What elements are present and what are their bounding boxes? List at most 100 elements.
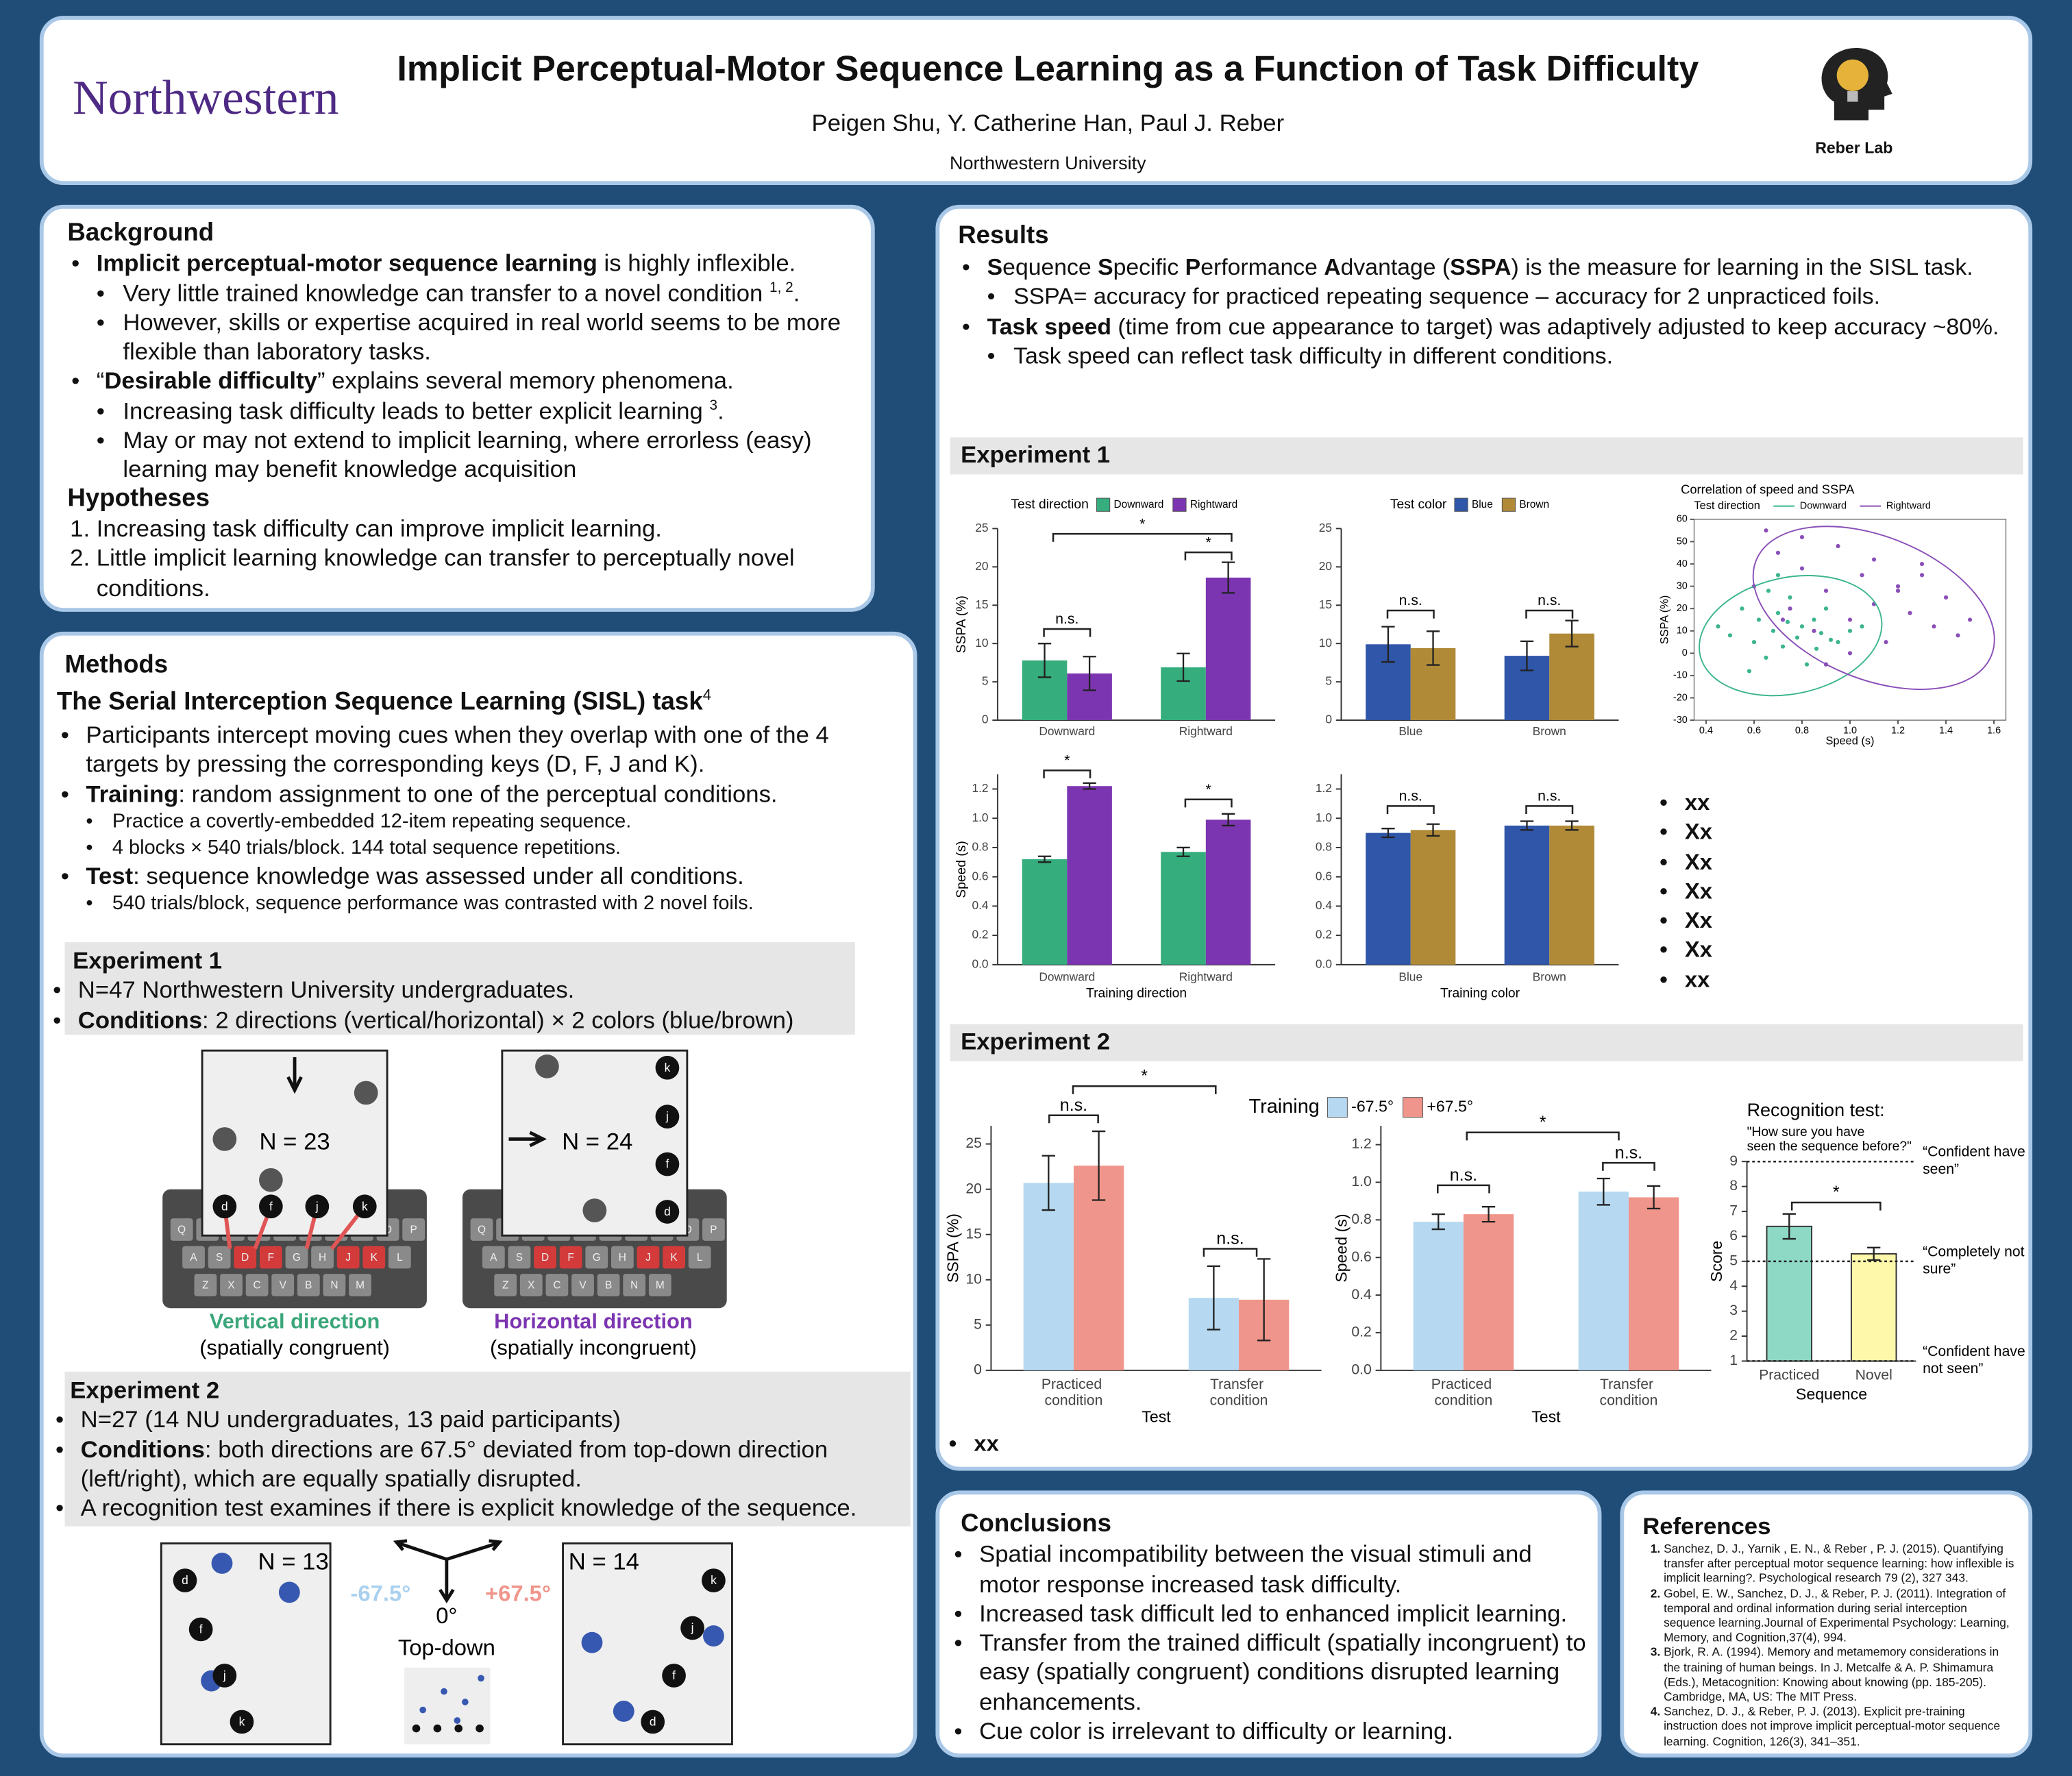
- bullet: Task speed can reflect task difficulty i…: [958, 341, 2002, 371]
- note: Xx: [1655, 936, 1712, 966]
- note: xx: [1655, 965, 1712, 996]
- bold-text: Conditions: [77, 1006, 203, 1033]
- reference: Sanchez, D. J., Yarnik , E. N., & Reber …: [1664, 1542, 2018, 1587]
- bold-text: S: [1098, 254, 1113, 280]
- bold-text: Training: [86, 780, 179, 807]
- text: 4 blocks × 540 trials/block. 144 total s…: [112, 836, 621, 859]
- heading: Results: [958, 221, 1049, 250]
- text: ” explains several memory phenomena.: [317, 368, 734, 395]
- bullet: SSPA= accuracy for practiced repeating s…: [958, 282, 2002, 312]
- bold-text: The Serial Interception Sequence Learnin…: [56, 688, 703, 717]
- text: : both directions are 67.5° deviated fro…: [80, 1435, 828, 1492]
- reference: Gobel, E. W., Sanchez, D. J., & Reber, P…: [1664, 1586, 2018, 1645]
- reference-text: Bjork, R. A. (1994). Memory and metamemo…: [1664, 1645, 1999, 1703]
- text: is highly inflexible.: [597, 250, 796, 277]
- affiliation: Northwestern University: [950, 151, 1146, 173]
- bullet: 540 trials/block, sequence performance w…: [57, 891, 889, 917]
- bullet: Increasing task difficulty leads to bett…: [67, 396, 847, 426]
- heading: Conclusions: [961, 1510, 1111, 1538]
- bullet: May or may not extend to implicit learni…: [67, 426, 847, 484]
- heading: Hypotheses: [67, 484, 210, 513]
- text: Very little trained knowledge can transf…: [123, 280, 770, 306]
- note: xx: [945, 1430, 999, 1460]
- lab-logo: [1821, 48, 1892, 121]
- subheading: The Serial Interception Sequence Learnin…: [57, 689, 711, 718]
- bold-text: Conditions: [80, 1435, 205, 1463]
- text: May or may not extend to implicit learni…: [123, 427, 812, 483]
- notes: xx: [945, 1430, 999, 1460]
- bullet: Cue color is irrelevant to difficulty or…: [950, 1716, 1588, 1747]
- bullet: Transfer from the trained difficult (spa…: [950, 1628, 1588, 1716]
- text: : sequence knowledge was assessed under …: [133, 863, 744, 889]
- bullet: Spatial incompatibility between the visu…: [950, 1540, 1588, 1599]
- notes: xxXxXxXxXxXxxx: [1655, 789, 1712, 996]
- text: N=27 (14 NU undergraduates, 13 paid part…: [80, 1406, 621, 1433]
- text: equence: [1002, 254, 1098, 280]
- bullet: Practice a covertly-embedded 12-item rep…: [57, 809, 889, 835]
- section-bar: Experiment 1: [950, 437, 2023, 475]
- bold-text: Implicit perceptual-motor sequence learn…: [96, 250, 597, 277]
- heading: Methods: [64, 651, 169, 680]
- reference: Sanchez, D. J., & Reber, P. J. (2013). E…: [1664, 1705, 2018, 1749]
- logo: Northwestern: [73, 71, 339, 126]
- background-panel: Background Implicit perceptual-motor seq…: [39, 204, 875, 612]
- note: Xx: [1655, 877, 1712, 907]
- text: erformance: [1200, 254, 1324, 280]
- bold-text: Desirable difficulty: [104, 368, 317, 395]
- bold-text: P: [1185, 254, 1201, 280]
- text: Increasing task difficulty leads to bett…: [123, 397, 710, 424]
- text: Task speed can reflect task difficulty i…: [1013, 342, 1614, 369]
- text: : 2 directions (vertical/horizontal) × 2…: [202, 1006, 794, 1033]
- text: A recognition test examines if there is …: [80, 1494, 857, 1522]
- heading: Experiment 2: [70, 1377, 220, 1404]
- heading: Background: [67, 219, 214, 247]
- heading: Experiment 1: [73, 947, 223, 974]
- reference-list: Sanchez, D. J., Yarnik , E. N., & Reber …: [1635, 1542, 2018, 1749]
- bullet-list: Participants intercept moving cues when …: [57, 720, 889, 917]
- bullet-list: Implicit perceptual-motor sequence learn…: [67, 249, 847, 484]
- text: dvantage (: [1340, 254, 1451, 280]
- reference-text: Sanchez, D. J., Yarnik , E. N., & Reber …: [1664, 1542, 2014, 1586]
- bullet: “Desirable difficulty” explains several …: [67, 367, 847, 397]
- exp2-box: Experiment 2 N=27 (14 NU undergraduates,…: [56, 1371, 911, 1527]
- bold-text: S: [987, 254, 1003, 280]
- bullet: However, skills or expertise acquired in…: [67, 308, 847, 367]
- text: : random assignment to one of the percep…: [178, 780, 778, 807]
- text: (time from cue appearance to target) was…: [1111, 312, 1999, 339]
- bullet-list: N=47 Northwestern University undergradua…: [49, 976, 847, 1035]
- bullet: Test: sequence knowledge was assessed un…: [57, 861, 889, 891]
- bullet: Implicit perceptual-motor sequence learn…: [67, 249, 847, 279]
- hypothesis: Increasing task difficulty can improve i…: [97, 514, 847, 543]
- bullet: 4 blocks × 540 trials/block. 144 total s…: [57, 835, 889, 862]
- section-bar: Experiment 2: [950, 1024, 2023, 1061]
- text: SSPA= accuracy for practiced repeating s…: [1013, 283, 1880, 310]
- bullet: Very little trained knowledge can transf…: [67, 278, 847, 308]
- text: Practice a covertly-embedded 12-item rep…: [112, 810, 632, 832]
- bullet: N=47 Northwestern University undergradua…: [49, 976, 847, 1006]
- text: Participants intercept moving cues when …: [86, 721, 829, 778]
- results-panel: Results Sequence Specific Performance Ad…: [935, 204, 2033, 1471]
- bold-text: SSPA: [1450, 254, 1512, 280]
- bullet: Sequence Specific Performance Advantage …: [958, 252, 2002, 282]
- bold-text: Task speed: [987, 312, 1111, 339]
- note: Xx: [1655, 848, 1712, 878]
- text: N=47 Northwestern University undergradua…: [77, 976, 575, 1004]
- conclusions-panel: Conclusions Spatial incompatibility betw…: [935, 1490, 1602, 1758]
- note: Xx: [1655, 818, 1712, 848]
- bullet: Conditions: both directions are 67.5° de…: [51, 1435, 905, 1494]
- references-panel: References Sanchez, D. J., Yarnik , E. N…: [1620, 1490, 2033, 1758]
- authors: Peigen Shu, Y. Catherine Han, Paul J. Re…: [811, 110, 1285, 136]
- text: pecific: [1113, 254, 1185, 280]
- note: Xx: [1655, 907, 1712, 937]
- text: ) is the measure for learning in the SIS…: [1511, 254, 1973, 280]
- text: 540 trials/block, sequence performance w…: [112, 892, 754, 915]
- heading: References: [1642, 1513, 1771, 1540]
- text: .: [717, 397, 724, 424]
- exp1-box: Experiment 1 N=47 Northwestern Universit…: [53, 942, 855, 1035]
- text: “: [96, 368, 105, 395]
- reference-text: Gobel, E. W., Sanchez, D. J., & Reber, P…: [1664, 1586, 2010, 1644]
- bullet-list: N=27 (14 NU undergraduates, 13 paid part…: [51, 1405, 905, 1524]
- bullet: A recognition test examines if there is …: [51, 1494, 905, 1524]
